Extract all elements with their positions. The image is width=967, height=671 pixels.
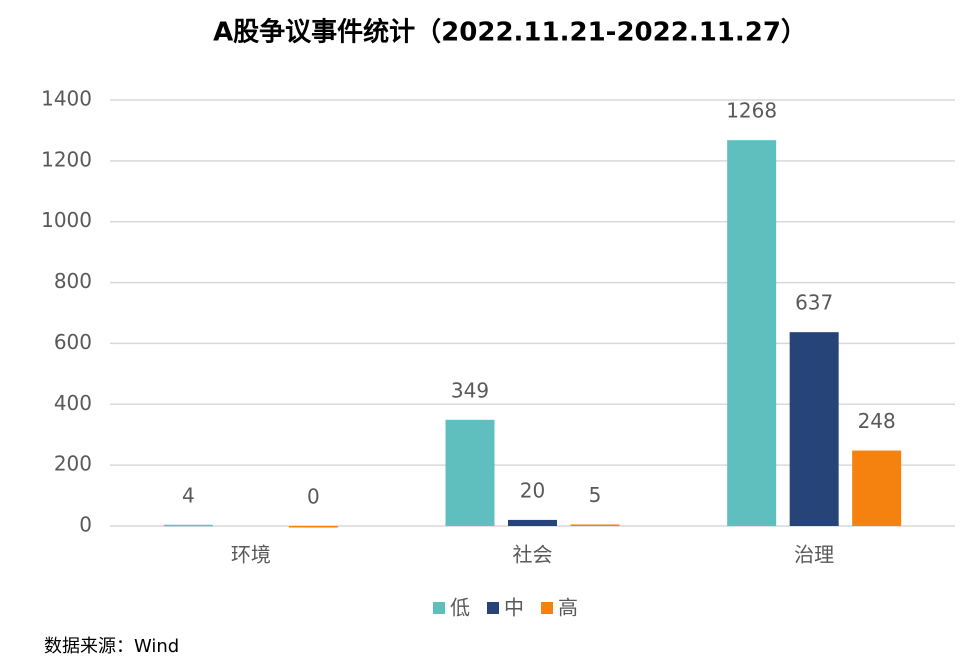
chart-title: A股争议事件统计（2022.11.21-2022.11.27） [213, 17, 807, 48]
y-tick-label: 600 [54, 330, 92, 354]
data-label: 349 [451, 378, 489, 402]
data-label: 20 [520, 478, 545, 502]
data-label: 1268 [726, 99, 777, 123]
legend-swatch [487, 602, 499, 614]
y-tick-label: 400 [54, 391, 92, 415]
legend-swatch [541, 602, 553, 614]
bar [852, 450, 902, 526]
bar [445, 419, 495, 526]
legend-label: 中 [504, 596, 524, 620]
bar [508, 519, 557, 526]
legend-swatch [433, 602, 445, 614]
data-label: 4 [182, 483, 195, 507]
y-tick-label: 800 [54, 269, 92, 293]
x-tick-label: 环境 [231, 543, 271, 567]
data-label: 637 [795, 291, 833, 315]
y-tick-label: 0 [79, 513, 92, 537]
bar [570, 524, 620, 526]
bar [288, 526, 338, 528]
y-tick-label: 1200 [41, 147, 92, 171]
data-label: 248 [858, 409, 896, 433]
legend-label: 高 [558, 596, 578, 620]
data-label: 0 [307, 485, 320, 509]
data-label: 5 [589, 483, 602, 507]
source-note: 数据来源：Wind [44, 636, 179, 657]
x-tick-label: 社会 [513, 543, 553, 567]
y-tick-label: 200 [54, 452, 92, 476]
x-tick-label: 治理 [794, 543, 834, 567]
y-tick-label: 1000 [41, 208, 92, 232]
y-tick-label: 1400 [41, 87, 92, 111]
bar [789, 332, 839, 526]
legend-label: 低 [450, 596, 470, 620]
bar [727, 140, 777, 526]
bar [163, 524, 213, 527]
